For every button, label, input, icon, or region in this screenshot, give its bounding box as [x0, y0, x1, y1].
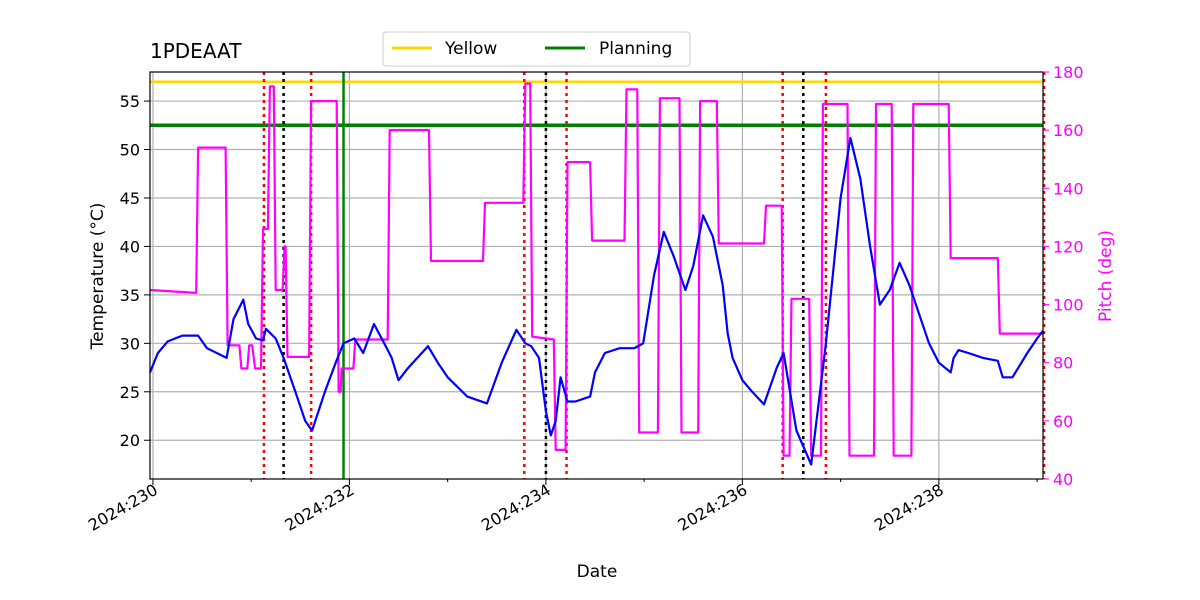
y2-tick-label: 40 [1053, 470, 1073, 489]
x-tick-label: 2024:234 [478, 480, 554, 535]
x-tick-label: 2024:238 [871, 480, 947, 535]
legend-label-planning: Planning [599, 39, 672, 59]
temperature-series-line [148, 136, 1044, 466]
legend-box [382, 31, 691, 67]
y2-tick-label: 100 [1053, 296, 1084, 315]
axes-layer: 20 25 30 35 40 45 50 55 40 60 80 100 120 140 160 180 202… [85, 63, 1083, 535]
y-tick-label: 50 [120, 141, 140, 160]
x-tick-label: 2024:230 [85, 480, 161, 535]
y-tick-label: 20 [120, 431, 140, 450]
y2-tick-label: 60 [1053, 412, 1073, 431]
y2-tick-label: 80 [1053, 354, 1073, 373]
y2-tick-label: 160 [1053, 121, 1084, 140]
y2-tick-label: 180 [1053, 63, 1084, 82]
y-tick-label: 55 [120, 92, 140, 111]
plot-border [149, 71, 1044, 480]
grid-layer [150, 72, 1043, 479]
y-tick-label: 45 [120, 189, 140, 208]
y-axis-label: Temperature (°C) [88, 203, 108, 351]
x-tick-label: 2024:232 [282, 480, 358, 535]
y2-tick-label: 120 [1053, 237, 1084, 256]
plot-frame [149, 71, 1044, 480]
y-tick-label: 30 [120, 334, 140, 353]
series-layer [148, 82, 1044, 466]
y2-axis-label: Pitch (deg) [1096, 230, 1116, 322]
pitch-series-line [149, 82, 1043, 457]
y-tick-label: 40 [120, 237, 140, 256]
x-tick-label: 2024:236 [674, 480, 750, 535]
y2-tick-label: 140 [1053, 179, 1084, 198]
x-axis-label: Date [577, 562, 618, 582]
y-tick-label: 35 [120, 286, 140, 305]
y-tick-label: 25 [120, 383, 140, 402]
legend-label-yellow: Yellow [444, 39, 497, 59]
legend: Yellow Planning [382, 31, 691, 67]
chart-title: 1PDEAAT [150, 39, 242, 63]
